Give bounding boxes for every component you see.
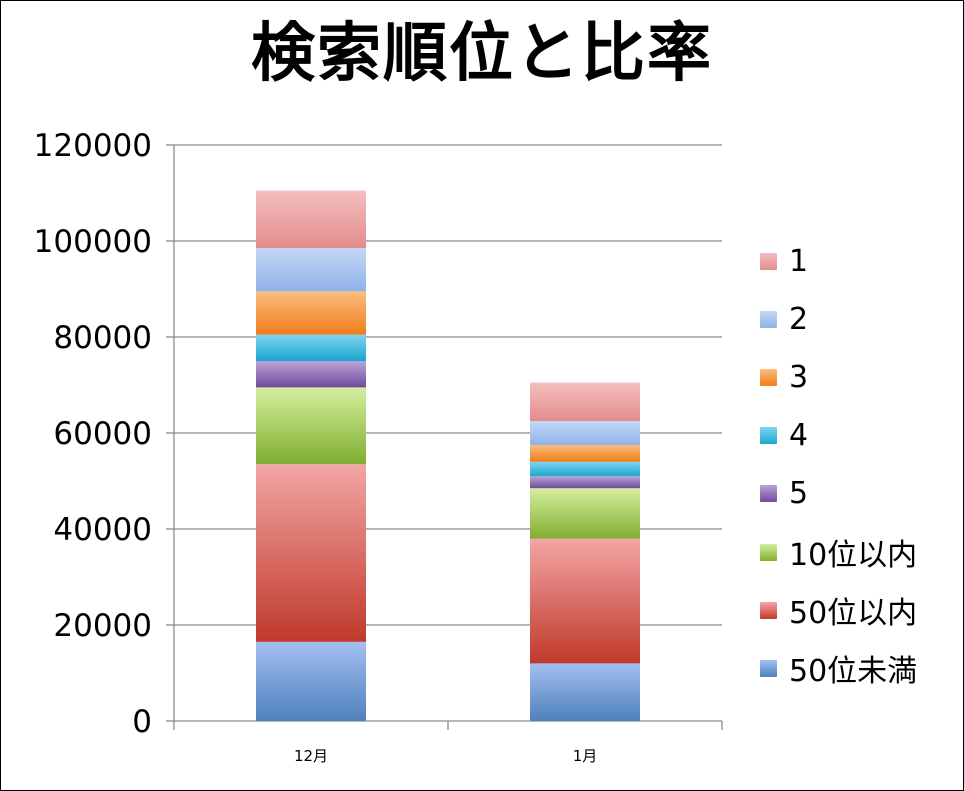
chart-title: 検索順位と比率	[251, 17, 713, 91]
y-tick-label: 100000	[34, 224, 152, 260]
bar-segment	[530, 476, 640, 489]
bar-segment	[530, 461, 640, 477]
legend-label: 2	[789, 301, 809, 337]
bar-segment	[530, 488, 640, 539]
legend-item: 4	[760, 407, 917, 465]
bar-segment	[530, 382, 640, 421]
bar-segment	[256, 190, 366, 249]
legend-label: 50位未満	[789, 654, 918, 690]
y-tick-label: 0	[132, 704, 152, 740]
legend-swatch	[760, 485, 777, 503]
bar-segment	[256, 361, 366, 388]
legend-label: 3	[789, 359, 809, 395]
legend: 1 2 3 4 5 10位以内 50位以内 50位未満	[760, 232, 917, 698]
legend-label: 4	[789, 418, 809, 454]
legend-item: 10位以内	[760, 523, 917, 581]
bar-segment	[256, 641, 366, 721]
legend-swatch	[760, 427, 777, 445]
bar-segment	[256, 387, 366, 465]
legend-item: 5	[760, 465, 917, 523]
bar-segment	[256, 334, 366, 361]
legend-item: 2	[760, 290, 917, 348]
y-tick-label: 120000	[34, 128, 152, 164]
legend-swatch	[760, 659, 777, 677]
legend-swatch	[760, 252, 777, 270]
bar-segment	[530, 663, 640, 721]
legend-swatch	[760, 368, 777, 386]
legend-label: 50位以内	[789, 596, 918, 632]
x-tick-label: 1月	[573, 747, 598, 765]
bar-segment	[256, 464, 366, 642]
legend-item: 3	[760, 348, 917, 406]
y-tick-label: 20000	[53, 608, 152, 644]
legend-label: 10位以内	[789, 538, 918, 574]
legend-swatch	[760, 601, 777, 619]
legend-item: 1	[760, 232, 917, 290]
x-tick-label: 12月	[294, 747, 328, 765]
legend-swatch	[760, 310, 777, 328]
bar-segment	[256, 248, 366, 292]
legend-item: 50位未満	[760, 639, 917, 697]
y-tick-label: 60000	[53, 416, 152, 452]
bar-segment	[256, 291, 366, 335]
y-tick-label: 80000	[53, 320, 152, 356]
bar-segment	[530, 421, 640, 445]
legend-swatch	[760, 543, 777, 561]
legend-label: 5	[789, 476, 809, 512]
legend-item: 50位以内	[760, 581, 917, 639]
bar-segment	[530, 538, 640, 664]
y-tick-label: 40000	[53, 512, 152, 548]
legend-label: 1	[789, 243, 809, 279]
bar-segment	[530, 445, 640, 462]
